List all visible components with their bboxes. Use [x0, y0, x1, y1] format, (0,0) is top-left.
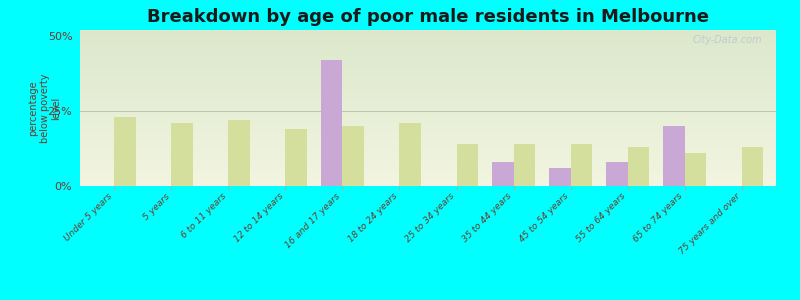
Bar: [514, 144, 535, 186]
Bar: [742, 147, 763, 186]
Bar: [399, 123, 421, 186]
Title: Breakdown by age of poor male residents in Melbourne: Breakdown by age of poor male residents …: [147, 8, 709, 26]
Bar: [606, 162, 628, 186]
Bar: [286, 129, 307, 186]
Bar: [549, 168, 570, 186]
Bar: [492, 162, 514, 186]
Y-axis label: percentage
below poverty
level: percentage below poverty level: [28, 73, 62, 143]
Bar: [171, 123, 193, 186]
Bar: [228, 120, 250, 186]
Bar: [663, 126, 685, 186]
Text: City-Data.com: City-Data.com: [693, 35, 762, 45]
Bar: [457, 144, 478, 186]
Bar: [570, 144, 592, 186]
Bar: [628, 147, 650, 186]
Bar: [342, 126, 364, 186]
Bar: [114, 117, 136, 186]
Bar: [321, 60, 342, 186]
Bar: [685, 153, 706, 186]
